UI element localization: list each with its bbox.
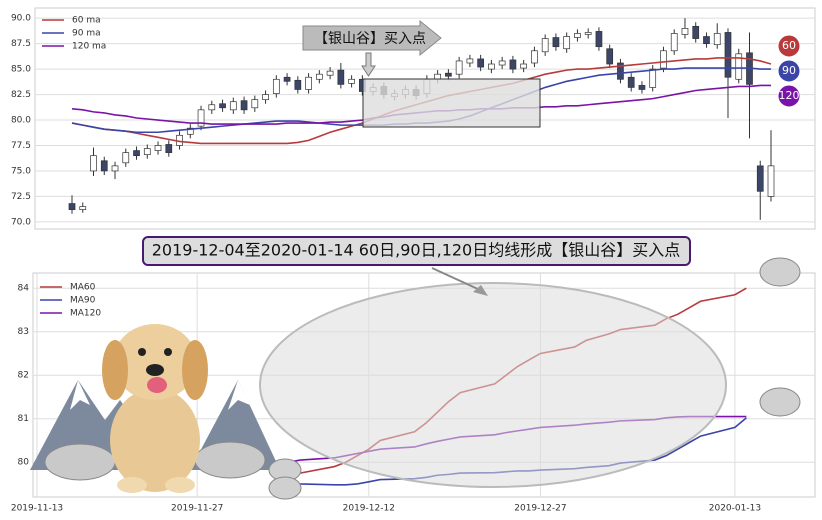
banner <box>142 236 691 266</box>
y-tick-label: 81 <box>18 414 29 424</box>
banner-arrowhead <box>473 285 488 296</box>
chart-title: 2019-12-04至2020-01-14 60日,90日,120日均线形成【银… <box>152 241 681 260</box>
candle-body <box>756 165 764 192</box>
x-tick-label: 2019-11-13 <box>11 504 63 514</box>
legend-label: 120 ma <box>72 42 106 52</box>
candle-body <box>326 70 334 76</box>
candle-body <box>305 76 312 90</box>
candle-body <box>272 78 280 94</box>
y-tick-label: 84 <box>18 284 30 294</box>
candle-body <box>165 144 173 153</box>
annotation-arrow <box>302 19 442 57</box>
x-tick-label: 2020-01-13 <box>709 504 761 514</box>
candle-body <box>143 148 151 156</box>
candle-body <box>724 32 732 78</box>
top-chart: 70.0 72.5 75.0 77.5 80.0 82.5 85.0 87.5 90.0 60 90… <box>11 14 815 227</box>
candle-body <box>660 50 667 69</box>
legend-label: 90 ma <box>72 29 101 39</box>
y-tick-label: 80.0 <box>11 116 31 126</box>
candle-body <box>713 33 721 46</box>
candle-body <box>133 150 140 157</box>
candle-body <box>197 109 205 127</box>
candle-body <box>509 59 517 70</box>
candle-body <box>348 78 355 84</box>
annotation: 【银山谷】买入点 <box>314 31 426 47</box>
candle-body <box>488 63 495 70</box>
candle-body <box>262 94 269 101</box>
decoration <box>30 257 801 500</box>
y-tick-label: 75.0 <box>11 166 31 176</box>
candle-body <box>154 145 162 151</box>
candle-body <box>498 60 506 66</box>
candle-body <box>584 32 592 35</box>
y-tick-label: 70.0 <box>11 217 31 227</box>
y-tick-label: 90.0 <box>11 14 31 24</box>
candle-body <box>294 79 302 90</box>
candle-body <box>735 53 743 80</box>
candle-body <box>563 36 571 50</box>
candle-body <box>122 152 130 164</box>
candle-body <box>627 76 635 88</box>
candle-body <box>574 33 581 38</box>
candle-body <box>90 155 97 172</box>
legend-label: MA120 <box>70 309 101 319</box>
y-tick-label: 80 <box>18 458 30 468</box>
candle-body <box>466 58 474 64</box>
y-tick-label: 87.5 <box>11 39 31 49</box>
banner-arrow <box>431 267 481 291</box>
candle-body <box>649 68 657 88</box>
candle-body <box>445 72 452 77</box>
candle-body <box>638 85 646 90</box>
candle-body <box>703 36 710 44</box>
candle-body <box>552 37 560 48</box>
candle-body <box>477 58 484 68</box>
y-tick-label: 82 <box>18 371 29 381</box>
candle-body <box>219 103 226 109</box>
candle-body <box>79 206 87 210</box>
candle-body <box>315 73 323 80</box>
candle-body <box>100 160 108 172</box>
candle-body <box>670 33 678 52</box>
candle-body <box>186 127 194 135</box>
highlight-ellipse <box>259 282 727 488</box>
y-tick-label: 85.0 <box>11 65 31 75</box>
end-badge <box>777 59 801 83</box>
candle-body <box>283 76 291 82</box>
y-tick-label: 82.5 <box>11 90 31 100</box>
candle-body <box>68 203 76 210</box>
candle-body <box>692 25 700 39</box>
candle-body <box>606 48 614 65</box>
candle-body <box>337 69 345 85</box>
end-badge <box>777 84 801 108</box>
candle-body <box>208 104 216 111</box>
candle-body <box>767 165 775 197</box>
legend-label: 60 ma <box>72 16 101 26</box>
down-arrow <box>361 52 376 77</box>
candle-body <box>520 63 528 69</box>
candle-body <box>617 62 624 80</box>
x-tick-label: 2019-12-27 <box>514 504 566 514</box>
candle-body <box>681 28 689 35</box>
y-tick-label: 77.5 <box>11 141 31 151</box>
x-tick-label: 2019-12-12 <box>343 504 395 514</box>
y-tick-label: 83 <box>18 327 29 337</box>
end-label: 60 <box>782 39 796 52</box>
candle-body <box>229 101 237 111</box>
candle-body <box>455 60 463 75</box>
candle-body <box>541 38 549 53</box>
y-tick-label: 72.5 <box>11 192 31 202</box>
highlight-box <box>362 78 541 128</box>
legend-label: MA60 <box>70 283 96 293</box>
end-label: 120 <box>779 89 800 102</box>
candle-body <box>531 50 538 64</box>
candle-body <box>251 99 259 109</box>
candle-body <box>111 165 119 172</box>
end-label: 90 <box>782 64 796 77</box>
candle-body <box>240 100 248 111</box>
x-tick-label: 2019-11-27 <box>171 504 223 514</box>
end-badge <box>777 34 801 58</box>
candle-body <box>595 31 603 48</box>
legend-label: MA90 <box>70 296 96 306</box>
